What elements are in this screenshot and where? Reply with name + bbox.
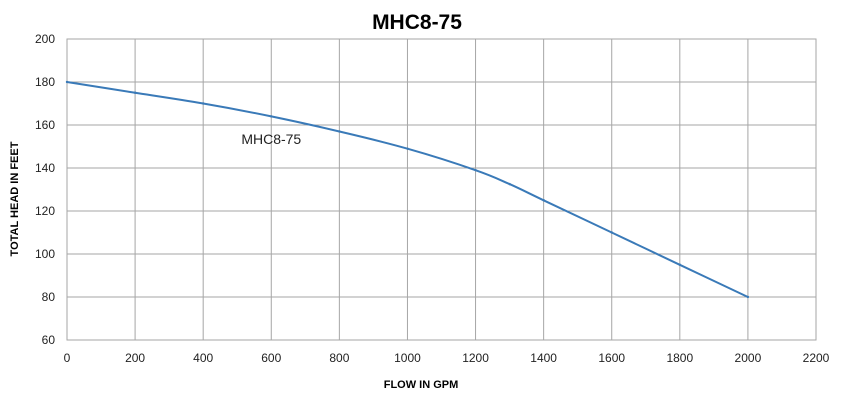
y-tick-label: 160	[35, 118, 55, 132]
y-axis-ticks: 60 80 100 120 140 160 180 200	[35, 32, 55, 347]
y-tick-label: 80	[42, 290, 56, 304]
data-point	[508, 182, 511, 186]
series-label: MHC8-75	[241, 131, 301, 147]
y-tick-label: 120	[35, 204, 55, 218]
data-point	[270, 115, 273, 118]
data-point	[201, 102, 205, 105]
x-tick-label: 1000	[394, 351, 421, 365]
y-tick-label: 200	[35, 32, 55, 46]
x-tick-label: 400	[193, 351, 213, 365]
data-point	[65, 80, 69, 84]
data-point	[610, 231, 613, 234]
x-tick-label: 1800	[666, 351, 693, 365]
grid	[66, 38, 817, 341]
data-point	[474, 168, 477, 172]
y-tick-label: 180	[35, 75, 55, 89]
series-group: MHC8-75	[65, 80, 750, 299]
x-tick-label: 600	[261, 351, 281, 365]
data-point	[338, 130, 341, 133]
data-point	[542, 199, 545, 202]
x-tick-label: 1600	[598, 351, 625, 365]
x-tick-label: 0	[64, 351, 71, 365]
x-tick-label: 2200	[803, 351, 830, 365]
x-tick-label: 1400	[530, 351, 557, 365]
data-point	[678, 263, 682, 266]
y-axis-label: TOTAL HEAD IN FEET	[9, 141, 21, 256]
x-tick-label: 200	[125, 351, 145, 365]
data-point	[406, 147, 409, 150]
x-axis-label: FLOW IN GPM	[384, 379, 459, 391]
data-point	[133, 91, 137, 94]
y-tick-label: 100	[35, 247, 55, 261]
y-tick-label: 140	[35, 161, 55, 175]
y-tick-label: 60	[42, 333, 56, 347]
x-tick-label: 2000	[735, 351, 762, 365]
plot-area-border	[66, 38, 817, 341]
x-axis-ticks: 0 200 400 600 800 1000 1200 1400 1600 1800 2000 220…	[64, 351, 830, 365]
chart-title: MHC8-75	[372, 11, 462, 34]
series-line	[66, 81, 749, 298]
x-tick-label: 1200	[462, 351, 489, 365]
x-tick-label: 800	[329, 351, 349, 365]
data-point	[746, 295, 750, 299]
